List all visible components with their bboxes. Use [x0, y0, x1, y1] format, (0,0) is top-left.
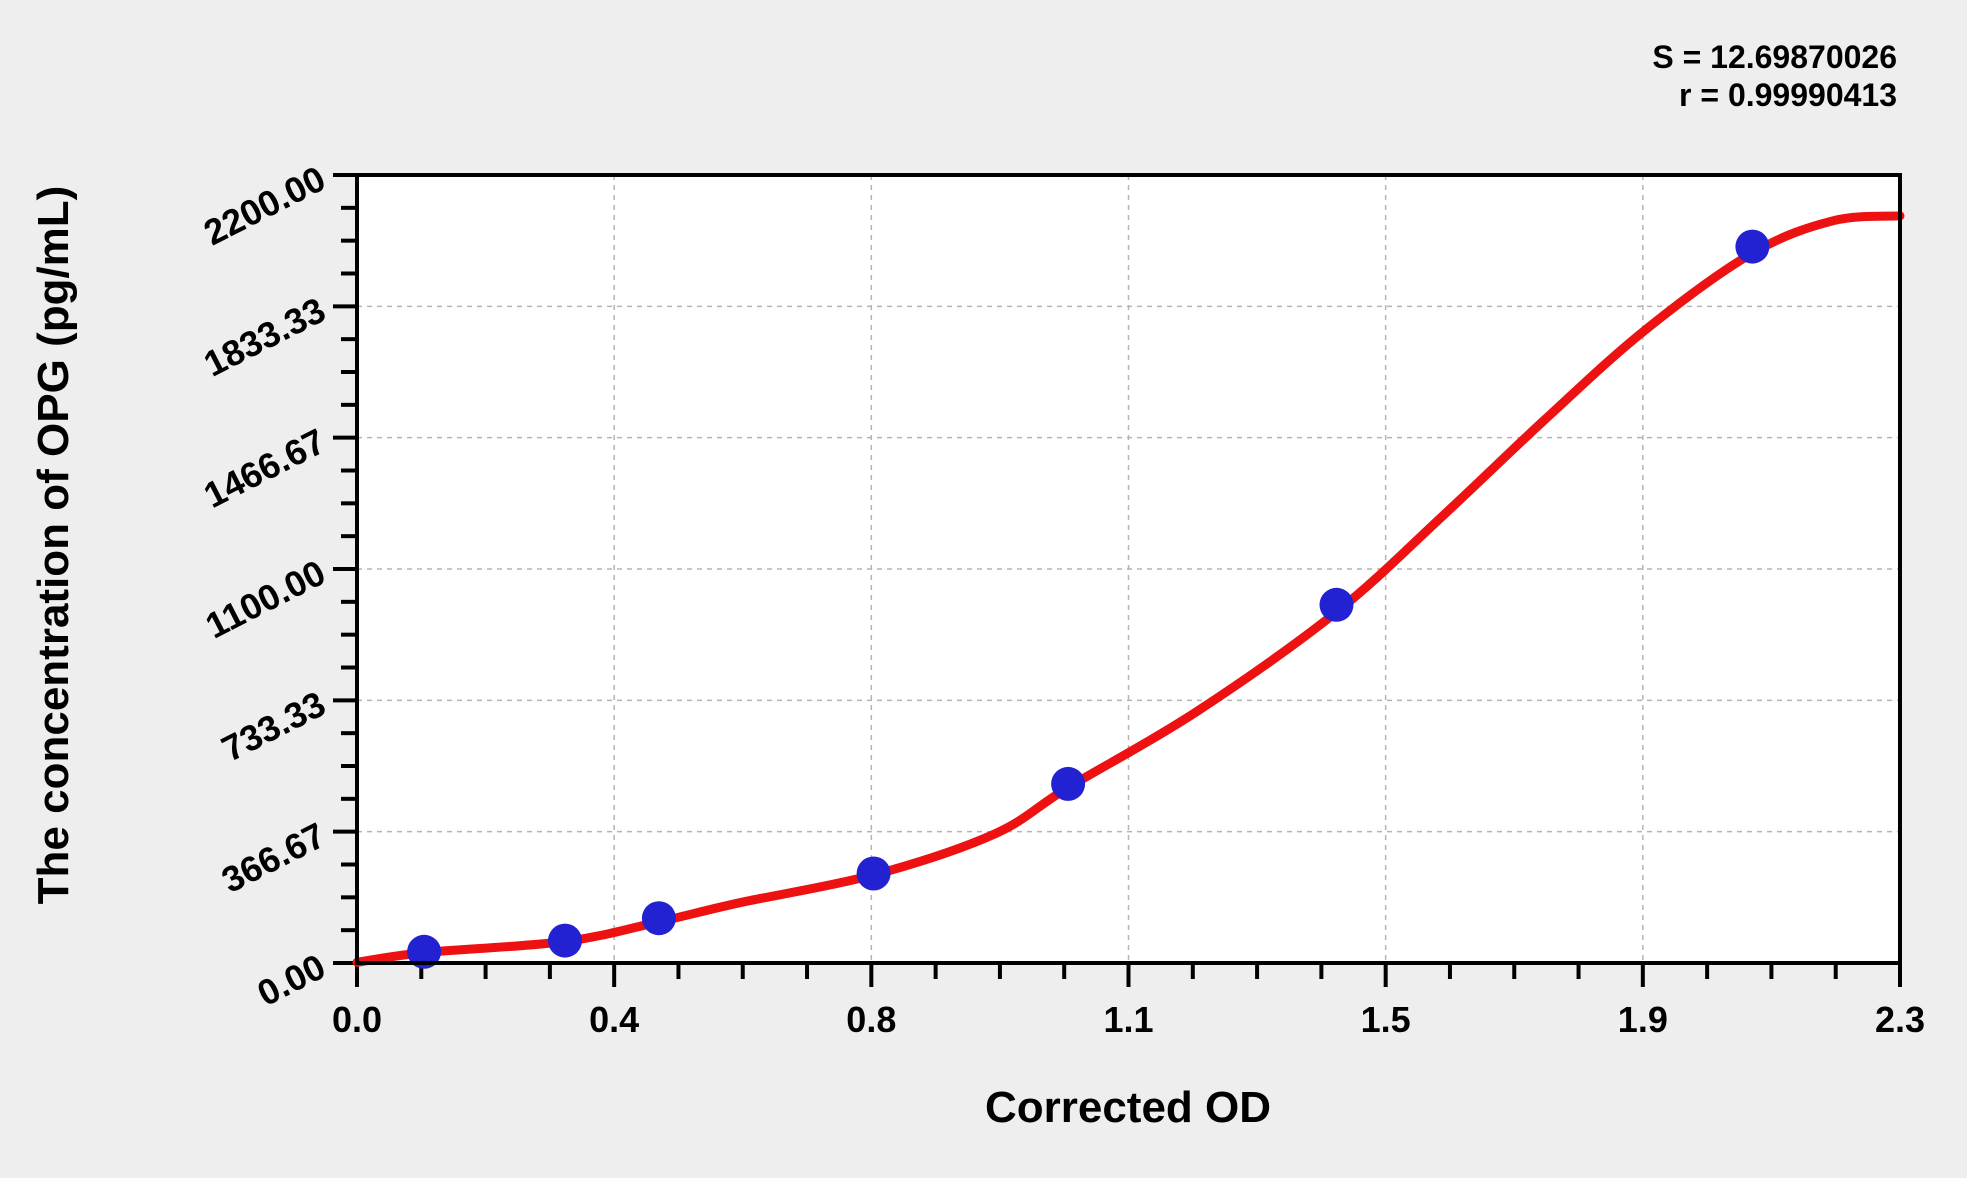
gridlines	[357, 175, 1900, 963]
data-point	[1319, 587, 1354, 622]
data-point	[641, 901, 676, 936]
x-axis-title: Corrected OD	[985, 1083, 1271, 1132]
data-point	[548, 923, 582, 958]
x-tick-label: 0.0	[332, 999, 382, 1040]
axis-ticks	[333, 173, 1902, 987]
data-point	[856, 856, 891, 891]
x-tick-label: 2.3	[1875, 999, 1925, 1040]
data-point	[407, 934, 442, 969]
y-axis-title: The concentration of OPG (pg/mL)	[29, 186, 78, 905]
data-point	[1051, 766, 1086, 801]
plot-border	[355, 173, 1902, 965]
fit-r-value: r = 0.99990413	[1679, 77, 1897, 113]
x-tick-label: 1.5	[1361, 999, 1411, 1040]
fit-s-value: S = 12.69870026	[1652, 39, 1897, 75]
x-tick-label: 0.4	[589, 999, 639, 1040]
data-point	[1735, 229, 1770, 264]
x-tick-label: 1.1	[1103, 999, 1153, 1040]
fit-curve	[352, 211, 1905, 967]
x-tick-label: 1.9	[1618, 999, 1668, 1040]
x-tick-label: 0.8	[846, 999, 896, 1040]
data-points	[407, 229, 1770, 969]
